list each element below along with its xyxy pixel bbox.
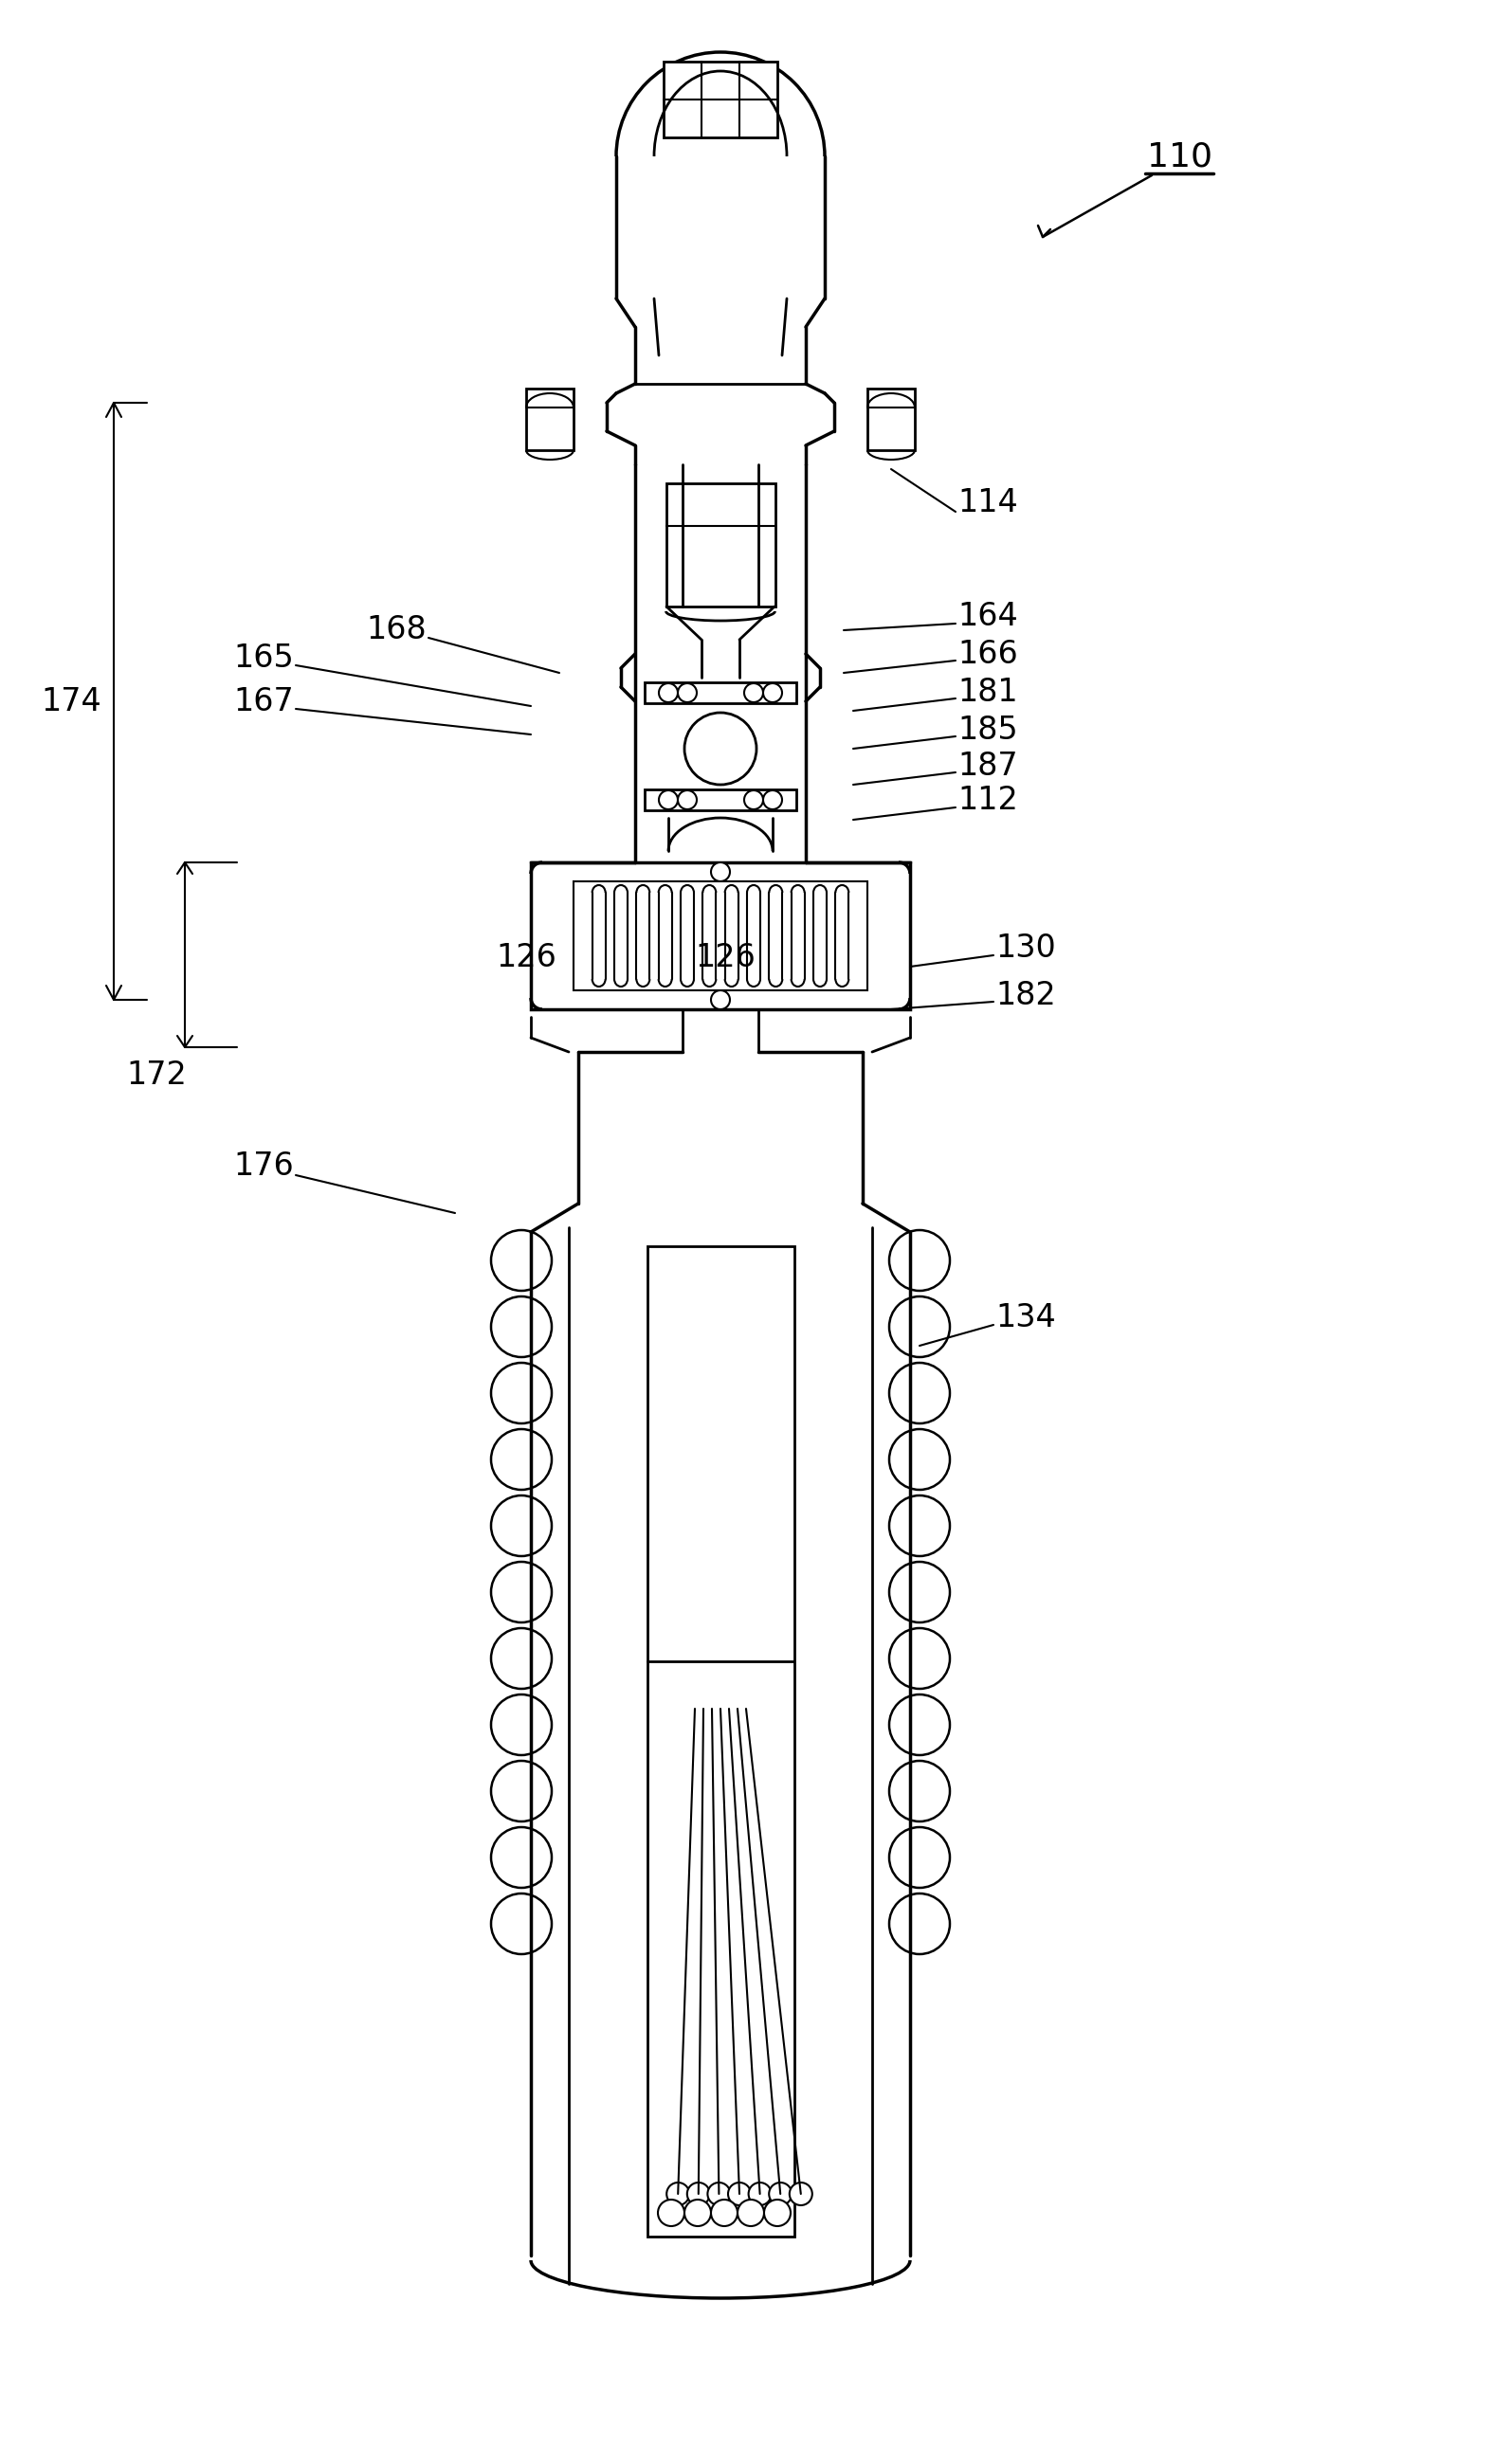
Bar [647, 1247, 795, 2237]
Circle shape [659, 683, 678, 702]
Bar [674, 894, 768, 931]
Text: 185: 185 [958, 715, 1017, 744]
Circle shape [657, 2200, 684, 2225]
Circle shape [889, 1363, 950, 1424]
Circle shape [492, 1695, 551, 1754]
Bar [644, 788, 796, 811]
Bar [868, 389, 914, 451]
Circle shape [492, 1562, 551, 1621]
Text: 174: 174 [40, 685, 102, 717]
Circle shape [492, 1762, 551, 1821]
Circle shape [744, 683, 763, 702]
Bar [530, 862, 910, 1010]
Circle shape [889, 1496, 950, 1557]
Circle shape [889, 1762, 950, 1821]
Circle shape [763, 791, 781, 808]
Circle shape [708, 2183, 731, 2205]
Text: 181: 181 [958, 675, 1017, 707]
Circle shape [889, 1629, 950, 1688]
Text: 166: 166 [958, 638, 1017, 670]
Circle shape [748, 2183, 771, 2205]
Text: 110: 110 [1147, 140, 1213, 172]
Circle shape [684, 712, 756, 784]
Text: 167: 167 [233, 685, 294, 717]
Circle shape [492, 1429, 551, 1491]
Circle shape [711, 862, 731, 882]
Bar [574, 882, 868, 991]
Circle shape [659, 791, 678, 808]
Circle shape [666, 2183, 689, 2205]
Text: 112: 112 [958, 786, 1017, 816]
Circle shape [678, 683, 696, 702]
Circle shape [769, 2183, 792, 2205]
Text: 134: 134 [995, 1301, 1056, 1333]
Text: 176: 176 [233, 1151, 294, 1180]
Circle shape [744, 791, 763, 808]
Circle shape [678, 791, 696, 808]
Circle shape [711, 2200, 738, 2225]
Text: 126: 126 [496, 941, 556, 973]
Circle shape [711, 991, 731, 1010]
Circle shape [492, 1496, 551, 1557]
Text: 182: 182 [995, 978, 1056, 1010]
Circle shape [789, 2183, 813, 2205]
Circle shape [684, 2200, 711, 2225]
Circle shape [889, 1892, 950, 1954]
Text: 164: 164 [958, 601, 1017, 631]
Text: 187: 187 [958, 749, 1017, 781]
Circle shape [889, 1296, 950, 1358]
Text: 172: 172 [125, 1060, 187, 1092]
Circle shape [738, 2200, 763, 2225]
Text: 130: 130 [995, 931, 1056, 963]
Circle shape [492, 1629, 551, 1688]
Circle shape [492, 1892, 551, 1954]
Circle shape [492, 1828, 551, 1887]
Circle shape [687, 2183, 710, 2205]
Text: 126: 126 [695, 941, 756, 973]
Text: 114: 114 [958, 488, 1017, 517]
Circle shape [889, 1230, 950, 1291]
Text: 168: 168 [366, 614, 427, 646]
Circle shape [889, 1562, 950, 1621]
Circle shape [889, 1429, 950, 1491]
Bar [663, 62, 777, 138]
Circle shape [763, 683, 781, 702]
Circle shape [763, 2200, 790, 2225]
Text: 165: 165 [233, 643, 294, 675]
Circle shape [728, 2183, 751, 2205]
Bar [644, 683, 796, 702]
Bar [666, 483, 775, 606]
Circle shape [492, 1230, 551, 1291]
Circle shape [492, 1363, 551, 1424]
Bar [526, 389, 574, 451]
Circle shape [889, 1695, 950, 1754]
Circle shape [492, 1296, 551, 1358]
Circle shape [889, 1828, 950, 1887]
